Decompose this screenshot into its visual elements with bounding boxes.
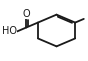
- Text: O: O: [23, 9, 30, 19]
- Text: HO: HO: [2, 26, 17, 36]
